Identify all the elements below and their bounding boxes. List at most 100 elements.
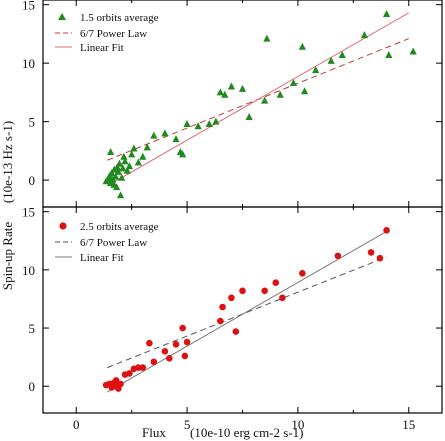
top-data-point xyxy=(298,42,306,50)
bottom-data-point xyxy=(279,294,286,302)
bottom-panel-fit-lines xyxy=(107,231,387,393)
y-axis-title-top: (10e-13 Hz s-1) xyxy=(0,121,15,203)
top-data-point xyxy=(130,144,138,152)
top-data-point xyxy=(263,34,271,42)
top-panel-ticks: 0 5 10 15 xyxy=(22,0,442,207)
top-data-point xyxy=(300,87,309,95)
top-panel-points xyxy=(102,10,417,199)
top-data-point xyxy=(212,117,220,125)
top-data-point xyxy=(276,90,284,98)
bottom-data-point xyxy=(376,254,384,262)
top-data-point xyxy=(115,159,124,167)
top-data-point xyxy=(385,50,393,58)
top-panel-fit-lines xyxy=(107,12,409,187)
top-data-point xyxy=(139,152,147,160)
bottom-data-point xyxy=(166,354,173,362)
bottom-data-point xyxy=(139,364,147,371)
top-data-point xyxy=(128,150,136,158)
x-tick-label: 15 xyxy=(402,417,415,432)
top-data-point xyxy=(112,172,120,180)
top-data-point xyxy=(261,96,269,104)
top-data-point xyxy=(116,191,125,199)
top-data-point xyxy=(338,50,346,58)
bottom-linear-fit-line xyxy=(107,231,387,393)
top-legend-label-1: 1.5 orbits average xyxy=(80,12,159,24)
top-data-point xyxy=(360,31,369,39)
top-data-point xyxy=(161,129,169,137)
top-data-point xyxy=(125,162,134,170)
top-data-point xyxy=(227,82,236,90)
x-axis-title-units: (10e-10 erg cm-2 s-1) xyxy=(190,425,303,440)
top-data-point xyxy=(107,148,115,156)
top-data-point xyxy=(120,152,128,160)
top-data-point xyxy=(194,122,202,130)
top-data-point xyxy=(143,143,151,151)
x-tick-label: 5 xyxy=(184,417,191,432)
bottom-data-point xyxy=(272,279,280,286)
bottom-y-tick-label: 0 xyxy=(29,379,36,394)
y-axis-title-bottom: Spin-up Rate xyxy=(0,222,15,290)
bottom-data-point xyxy=(228,294,235,302)
bottom-data-point xyxy=(126,370,133,377)
top-data-point xyxy=(245,112,253,120)
bottom-data-point xyxy=(232,328,240,335)
top-data-point xyxy=(409,47,417,55)
top-data-point xyxy=(172,135,180,143)
bottom-data-point xyxy=(367,249,375,256)
bottom-data-point xyxy=(217,317,224,325)
bottom-data-point xyxy=(181,352,189,360)
top-data-point xyxy=(289,79,298,87)
top-legend: 1.5 orbits average 6/7 Power Law Linear … xyxy=(55,12,159,54)
x-axis-title-flux: Flux xyxy=(142,425,166,440)
bottom-data-point xyxy=(172,341,180,348)
x-tick-label: 10 xyxy=(291,417,304,432)
top-data-point xyxy=(179,150,187,158)
top-y-tick-label: 5 xyxy=(29,115,36,130)
top-data-point xyxy=(119,164,127,172)
top-legend-marker xyxy=(58,13,66,20)
bottom-legend-label-1: 2.5 orbits average xyxy=(80,221,159,233)
bottom-legend-label-2: 6/7 Power Law xyxy=(80,237,147,249)
bottom-data-point xyxy=(117,380,124,388)
top-linear-fit-line xyxy=(107,12,409,187)
top-data-point xyxy=(327,56,335,64)
bottom-legend-label-3: Linear Fit xyxy=(80,252,124,264)
top-y-tick-label: 15 xyxy=(22,0,35,13)
top-y-tick-label: 0 xyxy=(29,173,36,188)
top-data-point xyxy=(113,163,121,171)
bottom-data-point xyxy=(183,338,191,346)
top-data-point xyxy=(150,131,158,139)
bottom-panel-ticks: 0 5 10 15 0 5 10 15 xyxy=(22,205,442,432)
top-data-point xyxy=(114,167,122,175)
bottom-data-point xyxy=(179,324,186,332)
top-y-tick-label: 10 xyxy=(22,56,35,71)
bottom-power-law-line xyxy=(107,256,387,369)
top-data-point xyxy=(221,90,229,98)
top-data-point xyxy=(123,166,131,174)
bottom-data-point xyxy=(383,226,390,234)
bottom-data-point xyxy=(239,287,246,295)
x-tick-label: 0 xyxy=(73,417,80,432)
top-data-point xyxy=(312,66,320,74)
bottom-legend-marker xyxy=(59,222,67,230)
bottom-data-point xyxy=(261,287,268,295)
top-data-point xyxy=(112,183,121,191)
bottom-data-point xyxy=(161,348,169,355)
bottom-panel-points xyxy=(102,226,390,392)
bottom-data-point xyxy=(334,252,342,260)
top-data-point xyxy=(108,169,116,177)
top-data-point xyxy=(382,10,391,18)
top-data-point xyxy=(205,119,213,127)
bottom-data-point xyxy=(146,339,153,347)
bottom-data-point xyxy=(150,358,158,366)
bottom-data-point xyxy=(112,377,120,384)
top-data-point xyxy=(238,84,247,92)
top-legend-label-2: 6/7 Power Law xyxy=(80,28,147,40)
top-data-point xyxy=(216,88,224,96)
bottom-legend: 2.5 orbits average 6/7 Power Law Linear … xyxy=(55,221,159,264)
top-data-point xyxy=(183,119,191,127)
top-data-point xyxy=(118,173,126,181)
bottom-y-tick-label: 10 xyxy=(22,263,35,278)
bottom-y-tick-label: 5 xyxy=(29,321,36,336)
